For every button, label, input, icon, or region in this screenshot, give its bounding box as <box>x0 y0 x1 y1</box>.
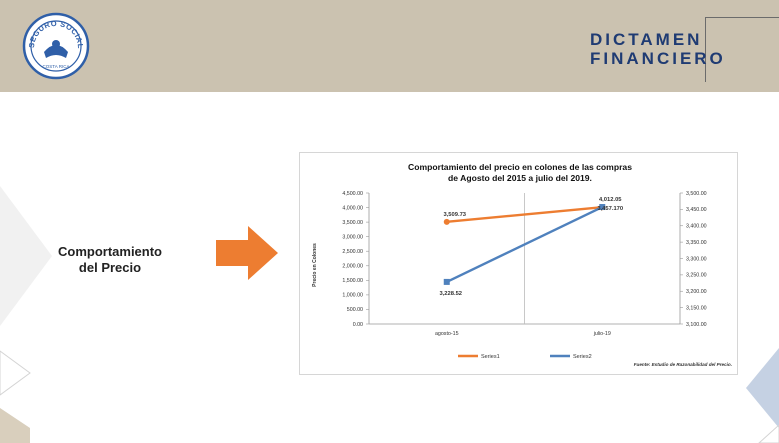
left-outline-diamond <box>0 350 31 396</box>
right-tick-label: 3,350.00 <box>686 240 707 246</box>
right-tick-label: 3,100.00 <box>686 322 707 328</box>
left-tick-label: 4,000.00 <box>342 205 363 211</box>
left-tick-label: 2,500.00 <box>342 249 363 255</box>
right-tick-label: 3,400.00 <box>686 224 707 230</box>
data-label: 3,228.52 <box>439 291 462 297</box>
brand-title: DICTAMEN FINANCIERO <box>590 30 726 68</box>
left-grey-triangle <box>0 186 52 326</box>
left-tan-triangle <box>0 408 30 443</box>
right-tick-label: 3,150.00 <box>686 305 707 311</box>
legend-entry: Series1 <box>481 354 500 360</box>
chart-container: Comportamiento del precio en colones de … <box>299 152 738 375</box>
brand-frame <box>705 17 779 82</box>
x-tick-label: agosto-15 <box>435 331 459 337</box>
seguro-social-logo: SEGURO SOCIAL COSTA RICA <box>22 12 90 80</box>
logo-text-bottom: COSTA RICA <box>43 64 70 69</box>
data-label: 3,509.73 <box>443 212 466 218</box>
left-tick-label: 3,500.00 <box>342 220 363 226</box>
header-band: SEGURO SOCIAL COSTA RICA DICTAMEN FINANC… <box>0 0 779 92</box>
section-label-line-2: del Precio <box>78 260 142 275</box>
left-tick-label: 2,000.00 <box>342 264 363 270</box>
legend-entry: Series2 <box>573 354 592 360</box>
right-tick-label: 3,500.00 <box>686 191 707 197</box>
left-tick-label: 4,500.00 <box>342 191 363 197</box>
right-tick-label: 3,450.00 <box>686 207 707 213</box>
chart-title-line-2: de Agosto del 2015 a julio del 2019. <box>448 173 592 183</box>
right-outline-diamond <box>758 425 779 443</box>
right-blue-diamond <box>746 348 779 428</box>
section-label-line-1: Comportamiento <box>58 244 162 259</box>
series-line <box>446 206 603 224</box>
brand-line-2: FINANCIERO <box>590 49 726 68</box>
section-label: Comportamiento del Precio <box>40 244 180 276</box>
right-tick-label: 3,250.00 <box>686 273 707 279</box>
left-tick-label: 500.00 <box>347 307 363 313</box>
left-tick-label: 3,000.00 <box>342 234 363 240</box>
brand-line-1: DICTAMEN <box>590 30 703 49</box>
y-axis-label: Precio en Colones <box>312 243 318 287</box>
x-tick-label: julio-19 <box>593 331 611 337</box>
right-tick-label: 3,300.00 <box>686 256 707 262</box>
source-note: Fuente: Estudio de Razonabilidad del Pre… <box>634 362 732 367</box>
left-tick-label: 0.00 <box>353 322 363 328</box>
data-label: 4,012.05 <box>599 197 622 203</box>
left-tick-label: 1,000.00 <box>342 293 363 299</box>
data-point <box>599 204 606 211</box>
price-line-chart: Comportamiento del precio en colones de … <box>312 162 732 367</box>
chart-title-line-1: Comportamiento del precio en colones de … <box>408 162 632 172</box>
data-label: 3,457.170 <box>597 206 623 212</box>
series-line <box>446 205 603 283</box>
left-tick-label: 1,500.00 <box>342 278 363 284</box>
data-point <box>443 218 450 225</box>
right-arrow-icon <box>216 226 278 280</box>
data-point <box>443 278 450 285</box>
right-tick-label: 3,200.00 <box>686 289 707 295</box>
